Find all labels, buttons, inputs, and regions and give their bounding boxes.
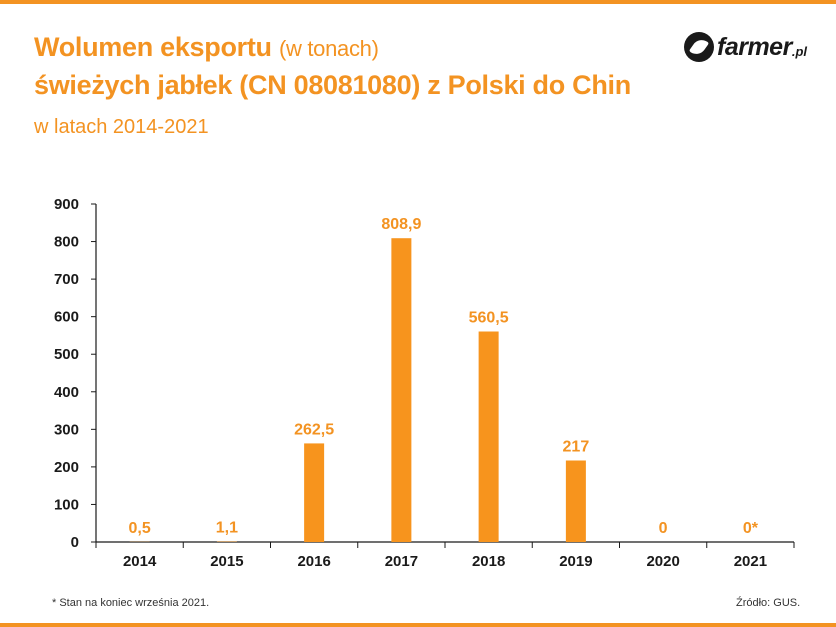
y-tick-label: 700 (54, 271, 79, 288)
y-tick-label: 600 (54, 309, 79, 326)
x-tick-label: 2021 (734, 553, 767, 570)
y-tick-label: 500 (54, 346, 79, 363)
y-tick-label: 400 (54, 384, 79, 401)
chart-title-unit: (w tonach) (278, 36, 379, 61)
bar-2016 (304, 443, 325, 542)
x-tick-label: 2016 (297, 553, 330, 570)
x-tick-label: 2019 (559, 553, 592, 570)
footnote: * Stan na koniec września 2021. (52, 597, 210, 609)
data-label: 217 (563, 439, 590, 456)
bottom-accent-rule (0, 623, 836, 627)
chart-title-line2: świeżych jabłek (CN 08081080) z Polski d… (34, 70, 631, 100)
top-accent-rule (0, 0, 836, 4)
bar-2018 (478, 331, 499, 542)
farmer-logo: farmer .pl (684, 30, 807, 64)
y-tick-label: 900 (54, 196, 79, 213)
logo-text: farmer (717, 32, 792, 61)
x-tick-label: 2017 (385, 553, 418, 570)
bar-2019 (565, 460, 586, 542)
data-label: 808,9 (381, 216, 421, 233)
source-note: Źródło: GUS. (736, 597, 801, 609)
x-tick-label: 2015 (210, 553, 243, 570)
x-tick-label: 2014 (123, 553, 157, 570)
bar-2017 (391, 238, 412, 542)
chart-title-main: Wolumen eksportu (34, 32, 272, 62)
data-label: 262,5 (294, 421, 334, 438)
y-tick-label: 0 (71, 534, 79, 551)
data-label: 560,5 (469, 310, 509, 327)
leaf-icon (684, 32, 714, 62)
data-label: 0 (659, 520, 668, 537)
y-tick-label: 200 (54, 459, 79, 476)
chart-title: Wolumen eksportu (w tonach) (34, 30, 379, 66)
chart-subtitle: w latach 2014-2021 (34, 116, 209, 138)
x-tick-label: 2018 (472, 553, 505, 570)
data-label: 0,5 (129, 520, 151, 537)
data-label: 0* (743, 520, 759, 537)
y-tick-label: 300 (54, 421, 79, 438)
logo-tld: .pl (791, 43, 807, 59)
data-label: 1,1 (216, 520, 238, 537)
x-tick-label: 2020 (646, 553, 679, 570)
y-tick-label: 800 (54, 234, 79, 251)
y-tick-label: 100 (54, 496, 79, 513)
